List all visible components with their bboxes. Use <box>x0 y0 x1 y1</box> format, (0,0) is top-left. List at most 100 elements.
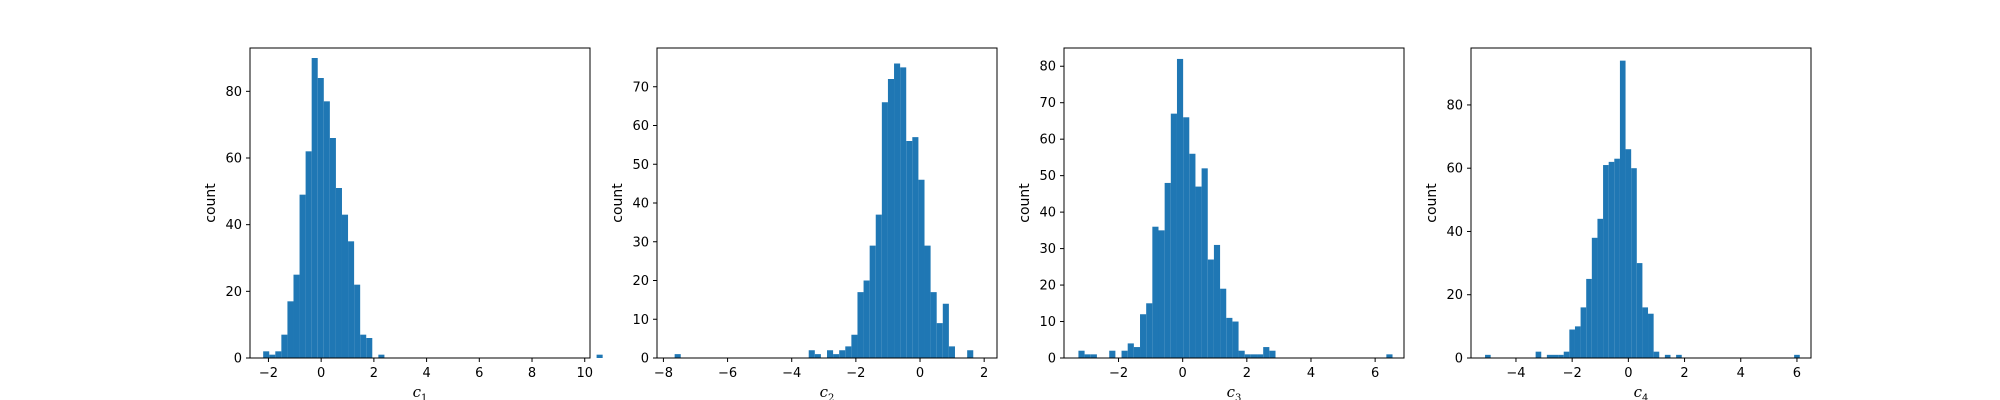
y-ticks: 0 10 20 30 40 50 60 70 80 <box>1039 60 1064 367</box>
histogram-bar <box>1546 354 1553 358</box>
x-tick-label: 2 <box>980 366 988 381</box>
histogram-bar <box>1244 354 1251 358</box>
y-axis-label: count <box>1017 183 1033 223</box>
y-axis-label: count <box>1424 183 1440 223</box>
histogram-bar <box>1207 259 1214 358</box>
x-axis-label-subscript: 2 <box>828 393 834 400</box>
histogram-bar <box>845 346 852 359</box>
x-ticks: −8 −6 −4 −2 0 2 <box>654 358 988 381</box>
x-axis-label-subscript: 3 <box>1235 393 1241 400</box>
histogram-bar <box>596 354 603 358</box>
histogram-bar <box>354 284 361 358</box>
x-ticks: −4 −2 0 2 4 6 <box>1506 358 1801 381</box>
histogram-bar <box>1250 354 1258 358</box>
x-axis-label: c2 <box>820 383 835 400</box>
histogram-bar <box>1127 343 1134 358</box>
x-tick-label: 2 <box>370 366 378 381</box>
histogram-bar <box>1201 168 1208 358</box>
histogram-bar <box>1140 314 1147 358</box>
histogram-bar <box>1226 317 1233 358</box>
x-tick-label: 0 <box>1179 366 1187 381</box>
histogram-bar <box>1574 326 1581 358</box>
y-tick-label: 0 <box>234 352 242 367</box>
histogram-bar <box>869 245 876 359</box>
x-tick-label: 2 <box>1243 366 1251 381</box>
y-tick-label: 40 <box>225 218 242 233</box>
y-tick-label: 50 <box>1039 169 1056 184</box>
y-tick-label: 0 <box>1455 352 1463 367</box>
x-axis-label-var: c <box>820 383 829 400</box>
histogram-bar <box>305 151 312 358</box>
x-ticks: −2 0 2 4 6 <box>1109 358 1379 381</box>
histogram-bar <box>378 354 385 358</box>
bars <box>1078 58 1393 359</box>
y-axis-label: count <box>203 183 219 223</box>
x-tick-label: 0 <box>317 366 325 381</box>
histogram-bar <box>1558 354 1564 358</box>
y-tick-label: 60 <box>632 119 649 134</box>
histogram-bar <box>1597 218 1604 358</box>
histogram-bar <box>1485 354 1491 358</box>
histogram-bar <box>360 334 367 358</box>
x-tick-label: −8 <box>654 366 673 381</box>
x-tick-label: −4 <box>782 366 801 381</box>
histogram-bar <box>1133 347 1141 358</box>
histogram-bar <box>918 179 925 358</box>
y-tick-label: 10 <box>1039 315 1056 330</box>
x-tick-label: 4 <box>422 366 430 381</box>
x-axis-label: c1 <box>413 383 428 400</box>
histogram-bar <box>1664 354 1671 358</box>
x-axis-label: c4 <box>1634 383 1649 400</box>
histogram-bar <box>299 194 306 358</box>
histogram-bar <box>1648 313 1654 358</box>
histogram-bar <box>1189 153 1196 358</box>
histogram-bar <box>293 274 300 358</box>
histogram-bar <box>1580 307 1587 358</box>
x-tick-label: −6 <box>718 366 737 381</box>
histogram-bar <box>335 188 342 358</box>
histogram-bar <box>936 323 943 359</box>
histogram-bar <box>1170 113 1177 359</box>
histogram-bar <box>281 334 288 358</box>
histogram-bar <box>1631 168 1637 358</box>
x-tick-label: 6 <box>475 366 483 381</box>
histogram-bar <box>1794 354 1800 358</box>
y-tick-label: 70 <box>632 80 649 95</box>
y-ticks: 0 20 40 60 80 <box>225 85 250 367</box>
histogram-bar <box>366 338 373 358</box>
histogram-bar <box>881 102 888 358</box>
axes-frame <box>1470 47 1812 359</box>
y-tick-label: 40 <box>1446 225 1463 240</box>
x-tick-label: −2 <box>846 366 865 381</box>
histogram-bar <box>1164 182 1171 358</box>
histogram-bar <box>851 334 858 358</box>
histogram-bar <box>1213 244 1221 358</box>
x-tick-label: 6 <box>1371 366 1379 381</box>
histogram-bar <box>329 138 336 358</box>
histogram-bar <box>275 351 282 358</box>
histogram-bar <box>1636 263 1643 358</box>
histogram-bar <box>1183 117 1190 358</box>
y-ticks: 0 20 40 60 80 <box>1446 98 1471 367</box>
x-axis-label-var: c <box>1227 383 1236 400</box>
x-tick-label: −2 <box>259 366 278 381</box>
histogram-bar <box>311 58 318 358</box>
histogram-bar <box>827 350 834 358</box>
histogram-bar <box>930 292 937 359</box>
histogram-bar <box>1232 321 1239 358</box>
histogram-bar <box>1535 351 1542 358</box>
histogram-bar <box>1386 354 1393 358</box>
y-tick-label: 0 <box>1048 352 1056 367</box>
histogram-bar <box>1614 158 1620 358</box>
x-tick-label: 4 <box>1737 366 1745 381</box>
histogram-bar <box>808 350 815 358</box>
y-tick-label: 0 <box>641 352 649 367</box>
histogram-bar <box>1257 354 1264 358</box>
y-tick-label: 60 <box>1039 133 1056 148</box>
y-tick-label: 80 <box>225 85 242 100</box>
bars <box>674 63 974 359</box>
histogram-bar <box>1220 288 1227 358</box>
histogram-bar <box>1603 165 1609 358</box>
x-tick-label: 6 <box>1793 366 1801 381</box>
